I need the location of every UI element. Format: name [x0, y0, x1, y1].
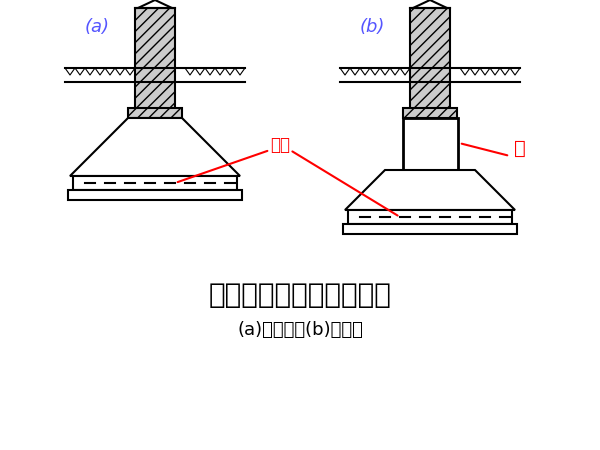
- Bar: [68, 190, 242, 200]
- Bar: [128, 108, 182, 118]
- Bar: [73, 176, 237, 190]
- Bar: [348, 210, 512, 224]
- Text: (a): (a): [85, 18, 110, 36]
- Bar: [343, 224, 517, 234]
- Text: 墙下钢筋混凝土条形基础: 墙下钢筋混凝土条形基础: [209, 281, 391, 309]
- Bar: [403, 108, 457, 118]
- Polygon shape: [70, 118, 240, 176]
- Polygon shape: [345, 170, 515, 210]
- Text: 肋: 肋: [514, 139, 526, 158]
- Bar: [410, 8, 450, 118]
- Bar: [403, 118, 458, 170]
- Text: (a)无肋的；(b)有肋的: (a)无肋的；(b)有肋的: [237, 321, 363, 339]
- Bar: [135, 8, 175, 118]
- Text: (b): (b): [360, 18, 385, 36]
- Text: 底板: 底板: [270, 136, 290, 154]
